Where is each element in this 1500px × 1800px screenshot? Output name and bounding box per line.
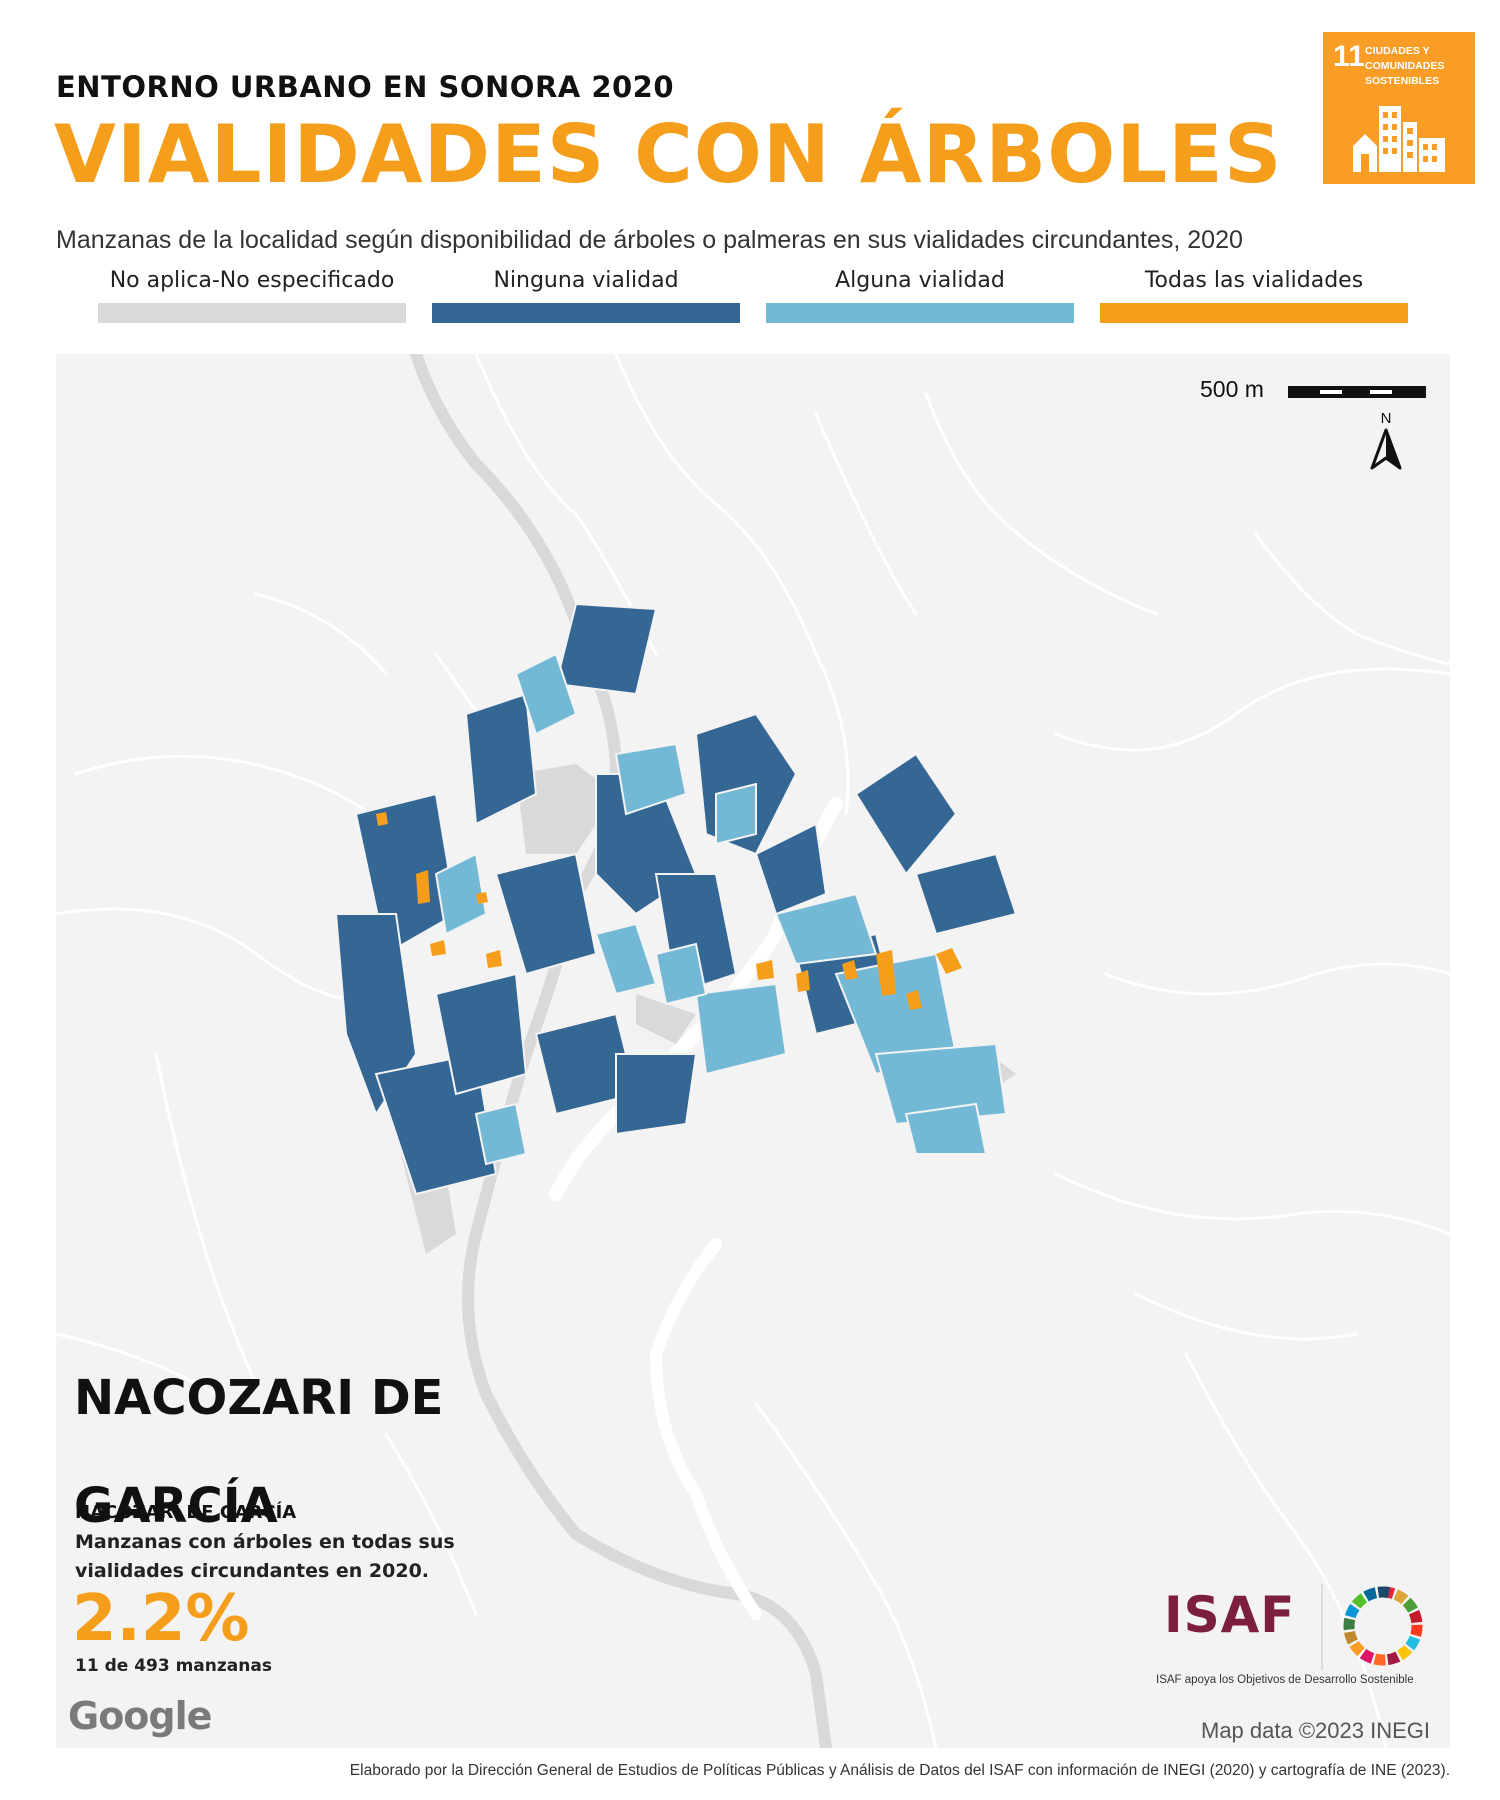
stat-description: Manzanas con árboles en todas sus vialid… — [75, 1531, 455, 1582]
legend-item-alguna: Alguna vialidad — [766, 268, 1074, 323]
isaf-divider — [1321, 1584, 1323, 1670]
sdg-wheel-icon — [1343, 1586, 1423, 1666]
legend-label: Alguna vialidad — [835, 268, 1005, 293]
legend-item-no-aplica: No aplica-No especificado — [98, 268, 406, 323]
legend-label: Ninguna vialidad — [493, 268, 679, 293]
page-title: VIALIDADES CON ÁRBOLES — [54, 108, 1283, 201]
sdg-11-badge: 11 CIUDADES Y COMUNIDADES SOSTENIBLES — [1323, 32, 1475, 184]
map-attribution: Map data ©2023 INEGI — [1201, 1718, 1431, 1743]
stat-count: 11 de 493 manzanas — [75, 1656, 272, 1676]
place-title: NACOZARI DE GARCÍA — [74, 1370, 444, 1534]
scale-bar — [1288, 386, 1426, 398]
north-label: N — [1380, 410, 1392, 427]
legend-label: Todas las vialidades — [1144, 268, 1364, 293]
legend-swatch — [432, 303, 740, 323]
north-arrow-icon — [1370, 428, 1402, 470]
google-logo: Google — [68, 1694, 212, 1738]
sdg-text-line: COMUNIDADES — [1365, 60, 1445, 72]
legend: No aplica-No especificado Ninguna vialid… — [98, 268, 1408, 328]
legend-label: No aplica-No especificado — [109, 268, 395, 293]
legend-item-todas: Todas las vialidades — [1100, 268, 1408, 323]
blocks-alguna — [434, 652, 1008, 1166]
sdg-text-line: CIUDADES Y — [1365, 45, 1430, 57]
sdg-text-line: SOSTENIBLES — [1365, 75, 1440, 87]
map[interactable]: 500 m N NACOZARI DE GARCÍA NACOZARI DE G… — [56, 354, 1450, 1748]
city-buildings-icon — [1353, 106, 1445, 172]
legend-swatch — [98, 303, 406, 323]
map-subtitle: Manzanas de la localidad según disponibi… — [56, 226, 1243, 254]
blocks-ninguna — [334, 602, 1018, 1196]
stat-value: 2.2% — [72, 1582, 250, 1656]
municipality-label: NACOZARI DE GARCÍA — [75, 1502, 297, 1523]
footer-credits: Elaborado por la Dirección General de Es… — [349, 1762, 1450, 1779]
header-kicker: ENTORNO URBANO EN SONORA 2020 — [56, 70, 675, 104]
blocks-todas — [376, 812, 962, 1010]
scale-label: 500 m — [1200, 376, 1264, 402]
legend-item-ninguna: Ninguna vialidad — [432, 268, 740, 323]
sdg-number: 11 — [1333, 40, 1365, 73]
isaf-logo: ISAF — [1164, 1586, 1296, 1644]
main-road — [649, 1238, 762, 1620]
sdg-text: CIUDADES Y COMUNIDADES SOSTENIBLES — [1365, 44, 1465, 89]
isaf-branding: ISAF ISAF apoy — [1156, 1580, 1446, 1690]
legend-swatch — [1100, 303, 1408, 323]
legend-swatch — [766, 303, 1074, 323]
isaf-caption: ISAF apoya los Objetivos de Desarrollo S… — [1156, 1674, 1414, 1686]
map-canvas[interactable] — [56, 354, 1450, 1748]
